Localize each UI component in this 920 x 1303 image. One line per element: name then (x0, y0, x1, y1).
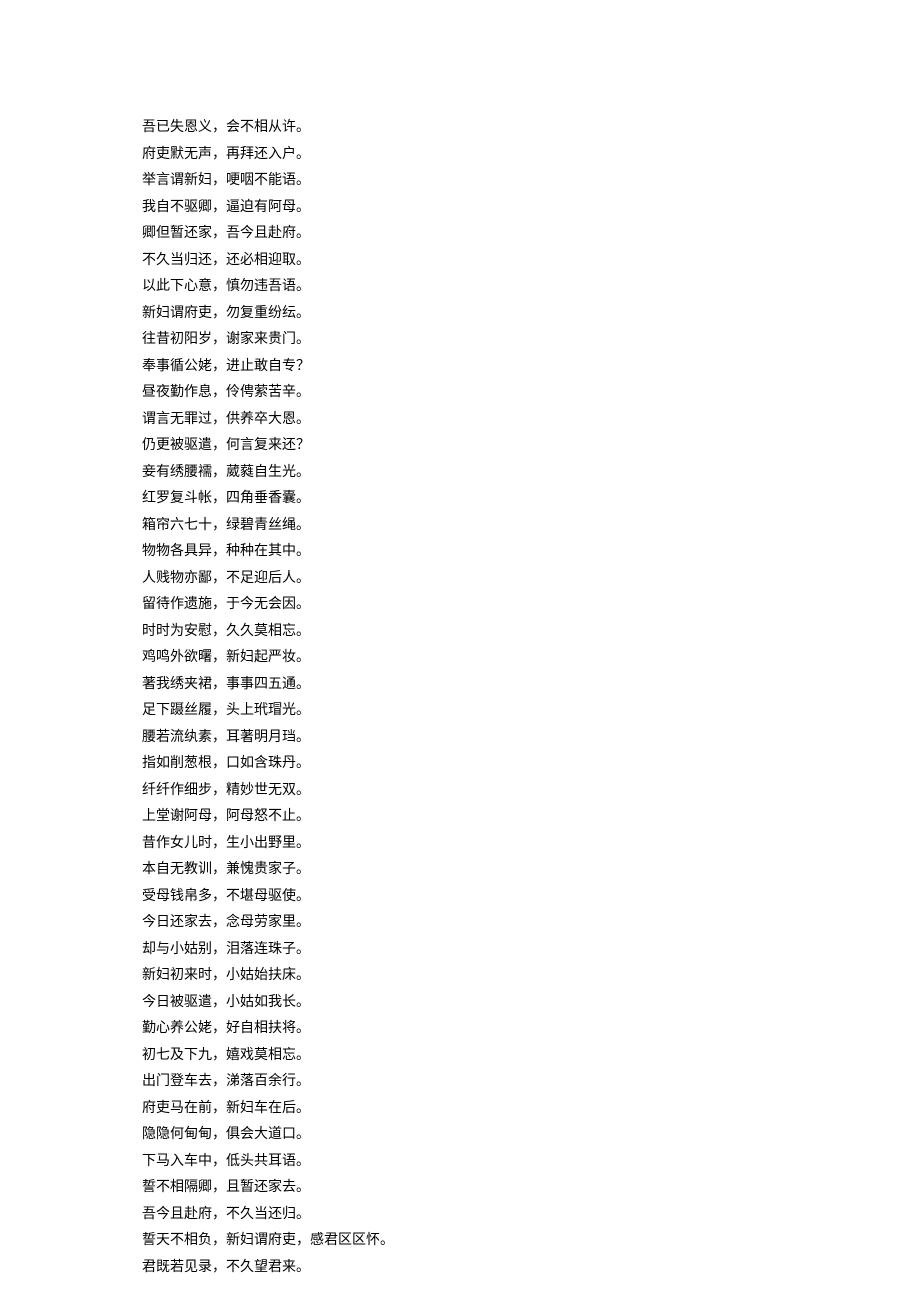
poem-line: 腰若流纨素，耳著明月珰。 (142, 725, 920, 752)
poem-line: 妾有绣腰襦，葳蕤自生光。 (142, 460, 920, 487)
poem-line: 府吏马在前，新妇车在后。 (142, 1096, 920, 1123)
poem-line: 纤纤作细步，精妙世无双。 (142, 778, 920, 805)
poem-line: 举言谓新妇，哽咽不能语。 (142, 168, 920, 195)
poem-line: 谓言无罪过，供养卒大恩。 (142, 407, 920, 434)
poem-line: 吾今且赴府，不久当还归。 (142, 1202, 920, 1229)
poem-line: 留待作遗施，于今无会因。 (142, 592, 920, 619)
poem-line: 君既若见录，不久望君来。 (142, 1255, 920, 1282)
poem-line: 物物各具异，种种在其中。 (142, 539, 920, 566)
poem-line: 府吏默无声，再拜还入户。 (142, 142, 920, 169)
poem-line: 时时为安慰，久久莫相忘。 (142, 619, 920, 646)
poem-line: 今日还家去，念母劳家里。 (142, 910, 920, 937)
poem-line: 勤心养公姥，好自相扶将。 (142, 1016, 920, 1043)
poem-line: 誓不相隔卿，且暂还家去。 (142, 1175, 920, 1202)
poem-line: 吾已失恩义，会不相从许。 (142, 115, 920, 142)
poem-line: 昼夜勤作息，伶俜萦苦辛。 (142, 380, 920, 407)
poem-line: 著我绣夹裙，事事四五通。 (142, 672, 920, 699)
poem-line: 我自不驱卿，逼迫有阿母。 (142, 195, 920, 222)
poem-line: 新妇谓府吏，勿复重纷纭。 (142, 301, 920, 328)
poem-line: 指如削葱根，口如含珠丹。 (142, 751, 920, 778)
poem-line: 受母钱帛多，不堪母驱使。 (142, 884, 920, 911)
poem-line: 本自无教训，兼愧贵家子。 (142, 857, 920, 884)
poem-line: 誓天不相负，新妇谓府吏，感君区区怀。 (142, 1228, 920, 1255)
poem-line: 下马入车中，低头共耳语。 (142, 1149, 920, 1176)
poem-line: 箱帘六七十，绿碧青丝绳。 (142, 513, 920, 540)
poem-line: 隐隐何甸甸，俱会大道口。 (142, 1122, 920, 1149)
poem-line: 昔作女儿时，生小出野里。 (142, 831, 920, 858)
poem-line: 初七及下九，嬉戏莫相忘。 (142, 1043, 920, 1070)
poem-line: 鸡鸣外欲曙，新妇起严妆。 (142, 645, 920, 672)
poem-line: 红罗复斗帐，四角垂香囊。 (142, 486, 920, 513)
poem-line: 今日被驱遣，小姑如我长。 (142, 990, 920, 1017)
poem-line: 往昔初阳岁，谢家来贵门。 (142, 327, 920, 354)
poem-line: 奉事循公姥，进止敢自专？ (142, 354, 920, 381)
poem-container: 吾已失恩义，会不相从许。府吏默无声，再拜还入户。举言谓新妇，哽咽不能语。我自不驱… (0, 0, 920, 1281)
poem-line: 人贱物亦鄙，不足迎后人。 (142, 566, 920, 593)
poem-line: 足下蹑丝履，头上玳瑁光。 (142, 698, 920, 725)
poem-line: 不久当归还，还必相迎取。 (142, 248, 920, 275)
poem-line: 以此下心意，慎勿违吾语。 (142, 274, 920, 301)
poem-line: 出门登车去，涕落百余行。 (142, 1069, 920, 1096)
poem-line: 上堂谢阿母，阿母怒不止。 (142, 804, 920, 831)
poem-line: 却与小姑别，泪落连珠子。 (142, 937, 920, 964)
poem-line: 新妇初来时，小姑始扶床。 (142, 963, 920, 990)
poem-line: 仍更被驱遣，何言复来还？ (142, 433, 920, 460)
poem-line: 卿但暂还家，吾今且赴府。 (142, 221, 920, 248)
